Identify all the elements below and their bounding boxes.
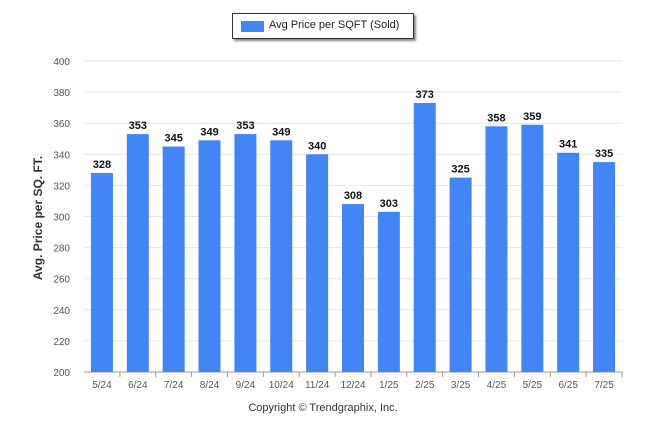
data-label: 353: [129, 120, 147, 132]
y-tick-label: 400: [53, 57, 70, 68]
data-label: 303: [380, 198, 398, 210]
bar: [449, 177, 472, 372]
data-label: 308: [344, 190, 362, 202]
bar: [234, 134, 257, 372]
bar: [162, 146, 185, 372]
x-tick-label: 6/25: [558, 380, 578, 391]
data-label: 373: [416, 89, 434, 101]
bar: [485, 126, 508, 372]
y-tick-label: 300: [53, 213, 70, 224]
y-tick-label: 380: [53, 88, 70, 99]
x-tick-label: 12/24: [340, 380, 365, 391]
x-tick-label: 10/24: [269, 380, 294, 391]
x-tick-label: 7/25: [594, 380, 614, 391]
bar: [90, 172, 113, 372]
legend-label: Avg Price per SQFT (Sold): [269, 19, 400, 31]
data-label: 335: [595, 148, 613, 160]
y-tick-label: 200: [53, 368, 70, 379]
x-axis-ticks: 5/24 6/24 7/24 8/24 9/24 10/24 11/24 12/24 1/25 2…: [92, 372, 623, 391]
data-label: 341: [559, 139, 577, 151]
x-tick-label: 7/24: [164, 380, 184, 391]
data-label: 328: [93, 159, 111, 171]
bar: [413, 102, 436, 373]
x-tick-label: 5/25: [523, 380, 543, 391]
data-label: 349: [272, 126, 290, 138]
data-label: 359: [523, 111, 541, 123]
bar: [126, 134, 149, 372]
x-tick-label: 9/24: [236, 380, 256, 391]
data-label: 340: [308, 140, 326, 152]
y-tick-label: 240: [53, 306, 70, 317]
data-label: 358: [487, 112, 505, 124]
y-axis-title: Avg. Price per SQ. FT.: [31, 155, 45, 281]
y-tick-label: 320: [53, 181, 70, 192]
data-label: 349: [200, 126, 218, 138]
bar: [342, 204, 364, 372]
y-axis-ticks: 200 220 240 260 280 300 320 340 360 380 400: [53, 57, 70, 379]
legend: Avg Price per SQFT (Sold): [232, 13, 414, 39]
legend-swatch: [241, 21, 264, 32]
x-tick-label: 2/25: [415, 380, 435, 391]
bar: [306, 154, 329, 372]
x-tick-label: 6/24: [128, 380, 148, 391]
bar: [198, 140, 221, 372]
y-tick-label: 340: [53, 150, 70, 161]
data-label: 353: [236, 120, 254, 132]
bars: [90, 102, 616, 373]
bar: [521, 124, 544, 372]
bar: [593, 162, 616, 372]
bar: [557, 152, 580, 372]
bar: [377, 211, 400, 372]
x-tick-label: 8/24: [200, 380, 220, 391]
x-tick-label: 4/25: [487, 380, 507, 391]
y-tick-label: 280: [53, 244, 70, 255]
data-labels: 328 353 345 349 353 349 340 308 303 373 325 358 359 3…: [93, 89, 613, 210]
bar: [270, 140, 293, 372]
y-tick-label: 220: [53, 337, 70, 348]
x-tick-label: 11/24: [305, 380, 330, 391]
x-tick-label: 1/25: [379, 380, 399, 391]
y-tick-label: 360: [53, 119, 70, 130]
x-tick-label: 5/24: [92, 380, 112, 391]
y-tick-label: 260: [53, 275, 70, 286]
copyright-text: Copyright © Trendgraphix, Inc.: [248, 402, 398, 414]
data-label: 325: [451, 164, 469, 176]
data-label: 345: [164, 133, 182, 145]
x-tick-label: 3/25: [451, 380, 471, 391]
